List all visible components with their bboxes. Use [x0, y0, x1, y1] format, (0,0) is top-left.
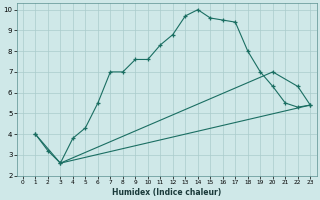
X-axis label: Humidex (Indice chaleur): Humidex (Indice chaleur): [112, 188, 221, 197]
